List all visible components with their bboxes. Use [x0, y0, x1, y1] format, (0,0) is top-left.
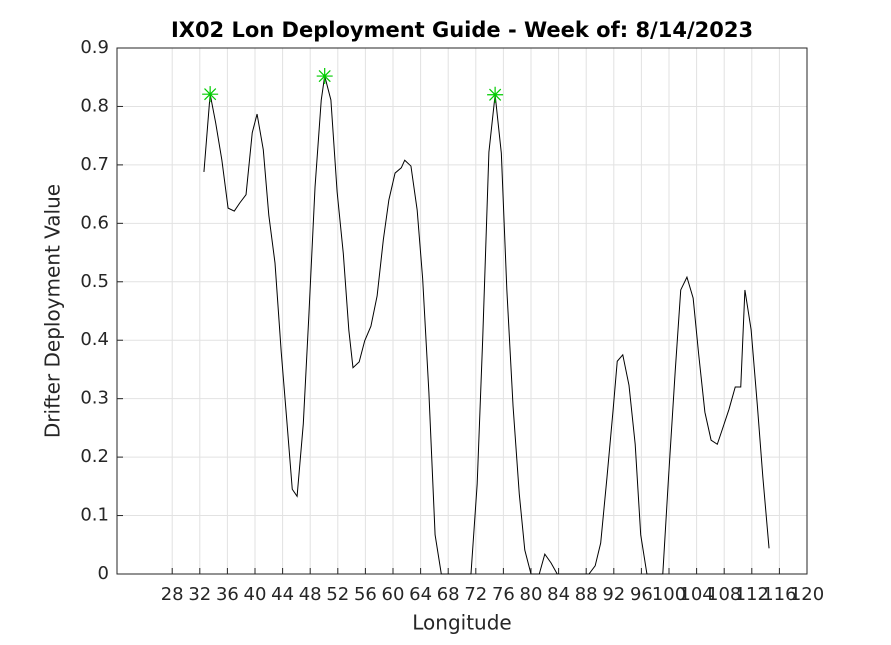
y-tick-label: 0.6 — [80, 212, 109, 233]
x-tick-label: 80 — [520, 584, 543, 605]
x-tick-label: 116 — [762, 584, 796, 605]
y-tick-label: 0.1 — [80, 505, 109, 526]
y-tick-label: 0.9 — [80, 37, 109, 58]
y-tick-label: 0 — [98, 563, 109, 584]
x-tick-label: 120 — [790, 584, 824, 605]
y-tick-label: 0.4 — [80, 329, 109, 350]
x-tick-label: 68 — [437, 584, 460, 605]
y-tick-label: 0.2 — [80, 446, 109, 467]
x-tick-label: 100 — [652, 584, 686, 605]
x-tick-label: 52 — [326, 584, 349, 605]
x-tick-label: 28 — [161, 584, 184, 605]
chart-title: IX02 Lon Deployment Guide - Week of: 8/1… — [171, 18, 753, 42]
x-tick-label: 40 — [244, 584, 267, 605]
x-tick-label: 72 — [464, 584, 487, 605]
x-tick-label: 44 — [271, 584, 294, 605]
peak-marker — [487, 86, 504, 103]
x-tick-label: 56 — [354, 584, 377, 605]
peak-marker — [202, 86, 219, 103]
x-tick-label: 96 — [630, 584, 653, 605]
x-tick-label: 112 — [735, 584, 769, 605]
x-tick-label: 60 — [382, 584, 405, 605]
y-tick-label: 0.7 — [80, 154, 109, 175]
peak-marker — [316, 68, 333, 85]
x-tick-label: 108 — [707, 584, 741, 605]
x-tick-label: 64 — [409, 584, 432, 605]
x-tick-label: 104 — [679, 584, 713, 605]
y-tick-label: 0.3 — [80, 388, 109, 409]
y-tick-label: 0.8 — [80, 95, 109, 116]
y-axis-label: Drifter Deployment Value — [41, 184, 65, 438]
x-tick-label: 76 — [492, 584, 515, 605]
x-tick-label: 48 — [299, 584, 322, 605]
x-tick-label: 88 — [575, 584, 598, 605]
y-tick-label: 0.5 — [80, 271, 109, 292]
data-line — [203, 75, 770, 575]
plot-area — [117, 48, 807, 574]
x-tick-label: 84 — [547, 584, 570, 605]
x-tick-label: 36 — [216, 584, 239, 605]
x-axis-label: Longitude — [412, 611, 511, 635]
x-tick-label: 32 — [188, 584, 211, 605]
x-tick-label: 92 — [602, 584, 625, 605]
